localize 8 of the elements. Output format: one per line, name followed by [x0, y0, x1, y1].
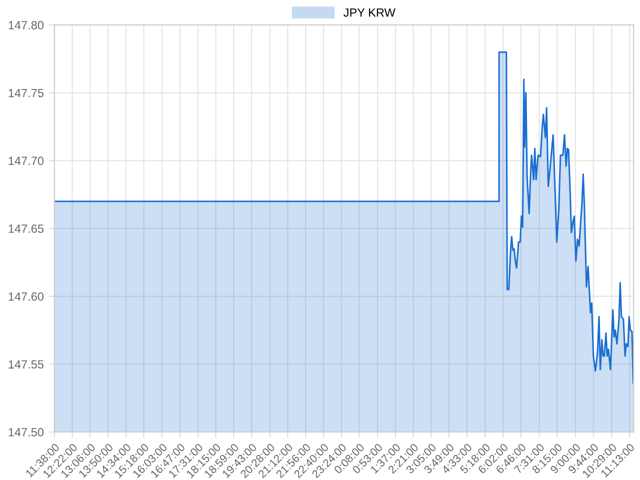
y-tick-label: 147.60: [8, 292, 44, 301]
y-tick-label: 147.75: [8, 88, 44, 98]
legend-label: JPY KRW: [344, 8, 396, 17]
y-tick-label: 147.50: [8, 428, 44, 436]
y-tick-label: 147.55: [8, 360, 44, 369]
y-tick-label: 147.65: [8, 224, 44, 233]
y-tick-label: 147.80: [8, 20, 44, 30]
y-tick-label: 147.70: [8, 156, 44, 166]
